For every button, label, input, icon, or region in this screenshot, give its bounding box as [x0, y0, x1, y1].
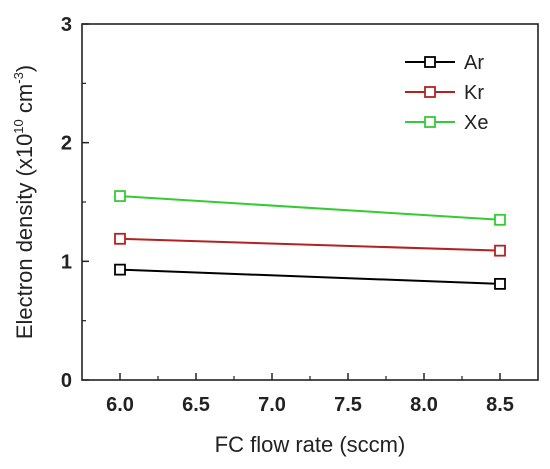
x-tick-label: 7.0 [258, 394, 286, 416]
y-axis-label-mid: cm [12, 84, 37, 119]
x-tick-label: 8.5 [486, 394, 514, 416]
plot-frame [81, 23, 539, 381]
data-point-ar [114, 263, 126, 276]
y-axis-label-prefix: Electron density (x10 [12, 134, 37, 339]
x-axis-label: FC flow rate (sccm) [215, 432, 406, 457]
series-layer [114, 190, 506, 290]
data-point-ar [494, 277, 506, 290]
y-tick-label: 3 [61, 14, 72, 36]
y-axis-label-exp2: -3 [11, 72, 26, 84]
legend-marker [424, 56, 436, 68]
x-tick-label: 8.0 [410, 394, 438, 416]
series-xe [114, 190, 506, 226]
legend: Ar Kr Xe [405, 52, 488, 134]
series-ar [114, 263, 506, 290]
legend-marker [424, 116, 436, 128]
series-kr [114, 232, 506, 257]
series-line-kr [119, 237, 501, 252]
legend-marker [424, 86, 436, 98]
legend-item-kr: Kr [405, 82, 484, 104]
legend-label: Xe [464, 112, 488, 134]
series-line-xe [119, 195, 501, 221]
x-tick-label: 7.5 [334, 394, 362, 416]
data-point-xe [114, 190, 126, 202]
x-tick-labels: 6.0 6.5 7.0 7.5 8.0 8.5 [106, 394, 514, 416]
legend-label: Ar [464, 52, 484, 74]
y-tick-label: 1 [61, 251, 72, 273]
data-point-kr [114, 232, 126, 245]
x-tick-label: 6.5 [182, 394, 210, 416]
data-point-xe [494, 213, 506, 226]
y-axis-label: Electron density (x1010 cm-3) [11, 65, 37, 339]
data-point-kr [494, 244, 506, 257]
legend-item-xe: Xe [405, 112, 488, 134]
y-axis-label-exp1: 10 [11, 119, 26, 133]
y-tick-label: 0 [61, 370, 72, 392]
y-tick-labels: 0 1 2 3 [61, 14, 72, 392]
legend-label: Kr [464, 82, 484, 104]
y-axis-label-suffix: ) [12, 65, 37, 72]
legend-item-ar: Ar [405, 52, 484, 74]
y-tick-label: 2 [61, 133, 72, 155]
x-tick-label: 6.0 [106, 394, 134, 416]
axis-ticks [82, 23, 501, 381]
series-line-ar [119, 268, 501, 285]
